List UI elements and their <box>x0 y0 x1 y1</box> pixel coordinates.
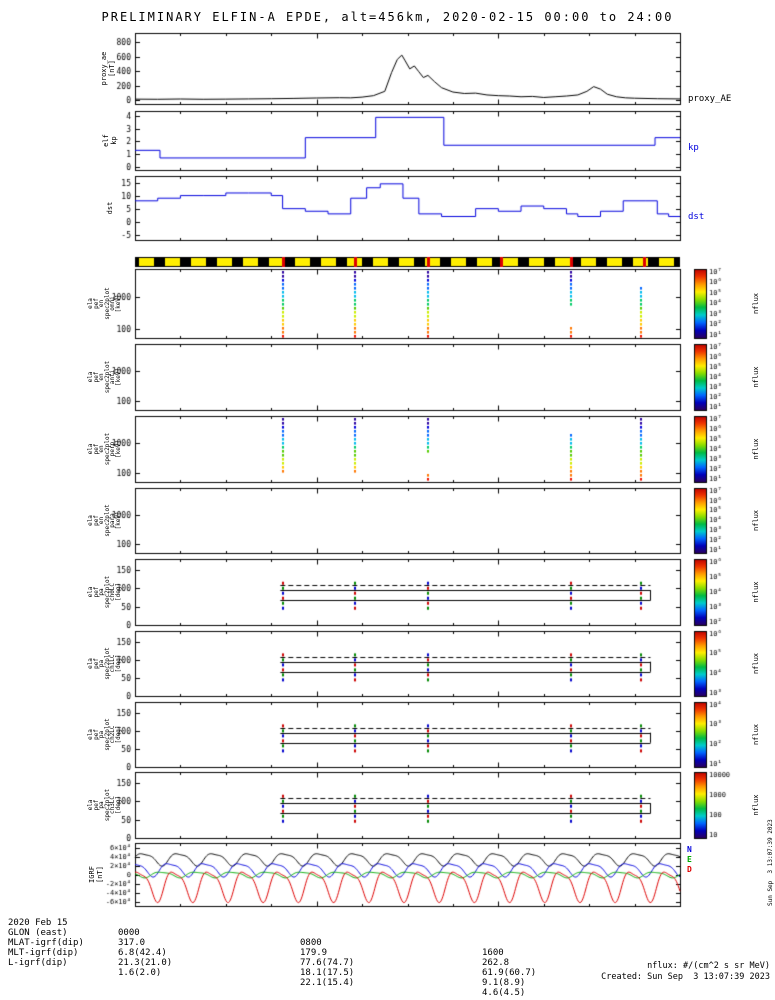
table-cell: 262.8 <box>482 958 510 968</box>
ch3lc-axis-label: ela pef pa spec2plot ch3LC [deg] <box>87 788 122 822</box>
igrf-legend-e: E <box>687 855 692 864</box>
igrf-axis-label: IGRF [nT] <box>88 866 104 883</box>
kp-axis-label: elf kp <box>102 134 118 147</box>
anti-axis-label: ela pef en spec2plot anti [keV] <box>87 360 122 394</box>
table-row: L-igrf(dip) 1.6(2.0) 22.1(15.4) 4.6(4.5) <box>0 948 775 1000</box>
created-note: Created: Sun Sep 3 13:07:39 2023 <box>601 972 770 982</box>
para-colorbar-label: nflux <box>752 509 760 532</box>
table-cell: 1600 <box>482 948 504 958</box>
table-cell: 61.9(60.7) <box>482 968 537 978</box>
table-row: MLT-igrf(dip) 21.3(21.0) 18.1(17.5) 9.1(… <box>0 938 775 998</box>
perp-axis-label: ela pef en spec2plot perp [keV] <box>87 432 122 466</box>
table-cell: 317.0 <box>118 938 146 948</box>
igrf-legend-n: N <box>687 845 692 854</box>
table-cell: 6.8(42.4) <box>118 948 167 958</box>
table-cell: 1.6(2.0) <box>118 968 162 978</box>
table-cell: 0800 <box>300 938 322 948</box>
proxy-ae-line-label: proxy_AE <box>688 94 732 104</box>
table-row-label: MLAT-igrf(dip) <box>8 938 84 948</box>
ch1lc-colorbar-label: nflux <box>752 652 760 675</box>
table-row: MLAT-igrf(dip) 6.8(42.4) 77.6(74.7) 61.9… <box>0 928 775 988</box>
kp-line-label: kp <box>688 143 699 153</box>
ch0lc-axis-label: ela pef pa spec2plot ch0LC [deg] <box>87 575 122 609</box>
ch0lc-colorbar-label: nflux <box>752 581 760 603</box>
table-cell: 179.9 <box>300 948 328 958</box>
ch3lc-colorbar-label: nflux <box>752 794 760 816</box>
table-row: 2020 Feb 15 0000 0800 1600 <box>0 908 775 968</box>
created-stamp-vertical: Sun Sep 3 13:07:39 2023 <box>767 819 774 906</box>
table-cell: 22.1(15.4) <box>300 978 355 988</box>
dst-axis-label: dst <box>106 201 114 215</box>
table-row-label: 2020 Feb 15 <box>8 918 68 928</box>
igrf-legend-d: D <box>687 865 692 874</box>
anti-colorbar-label: nflux <box>752 366 760 388</box>
dst-line-label: dst <box>688 212 705 222</box>
table-row: GLON (east) 317.0 179.9 262.8 <box>0 918 775 978</box>
table-cell: 0000 <box>118 928 140 938</box>
table-row-label: GLON (east) <box>8 928 68 938</box>
table-cell: 18.1(17.5) <box>300 968 355 978</box>
table-cell: 9.1(8.9) <box>482 978 526 988</box>
table-cell: 21.3(21.0) <box>118 958 173 968</box>
plot-title: PRELIMINARY ELFIN-A EPDE, alt=456km, 202… <box>101 10 674 24</box>
omni-axis-label: ela pef en spec2plot omni [keV] <box>87 287 122 320</box>
para-axis-label: ela pef en spec2plot para [keV] <box>87 504 122 537</box>
table-cell: 77.6(74.7) <box>300 958 355 968</box>
ch2lc-colorbar-label: nflux <box>752 723 760 746</box>
ch2lc-axis-label: ela pef pa spec2plot ch2LC [deg] <box>87 718 122 751</box>
nflux-units-note: nflux: #/(cm^2 s sr MeV) <box>647 961 770 971</box>
perp-colorbar-label: nflux <box>752 438 760 460</box>
omni-colorbar-label: nflux <box>752 292 760 315</box>
proxy-ae-axis-label: proxy_ae [nT] <box>100 51 116 86</box>
ch1lc-axis-label: ela pef pa spec2plot ch1LC [deg] <box>87 647 122 680</box>
table-row-label: MLT-igrf(dip) <box>8 948 79 958</box>
table-row-label: L-igrf(dip) <box>8 958 68 968</box>
table-cell: 4.6(4.5) <box>482 988 526 998</box>
